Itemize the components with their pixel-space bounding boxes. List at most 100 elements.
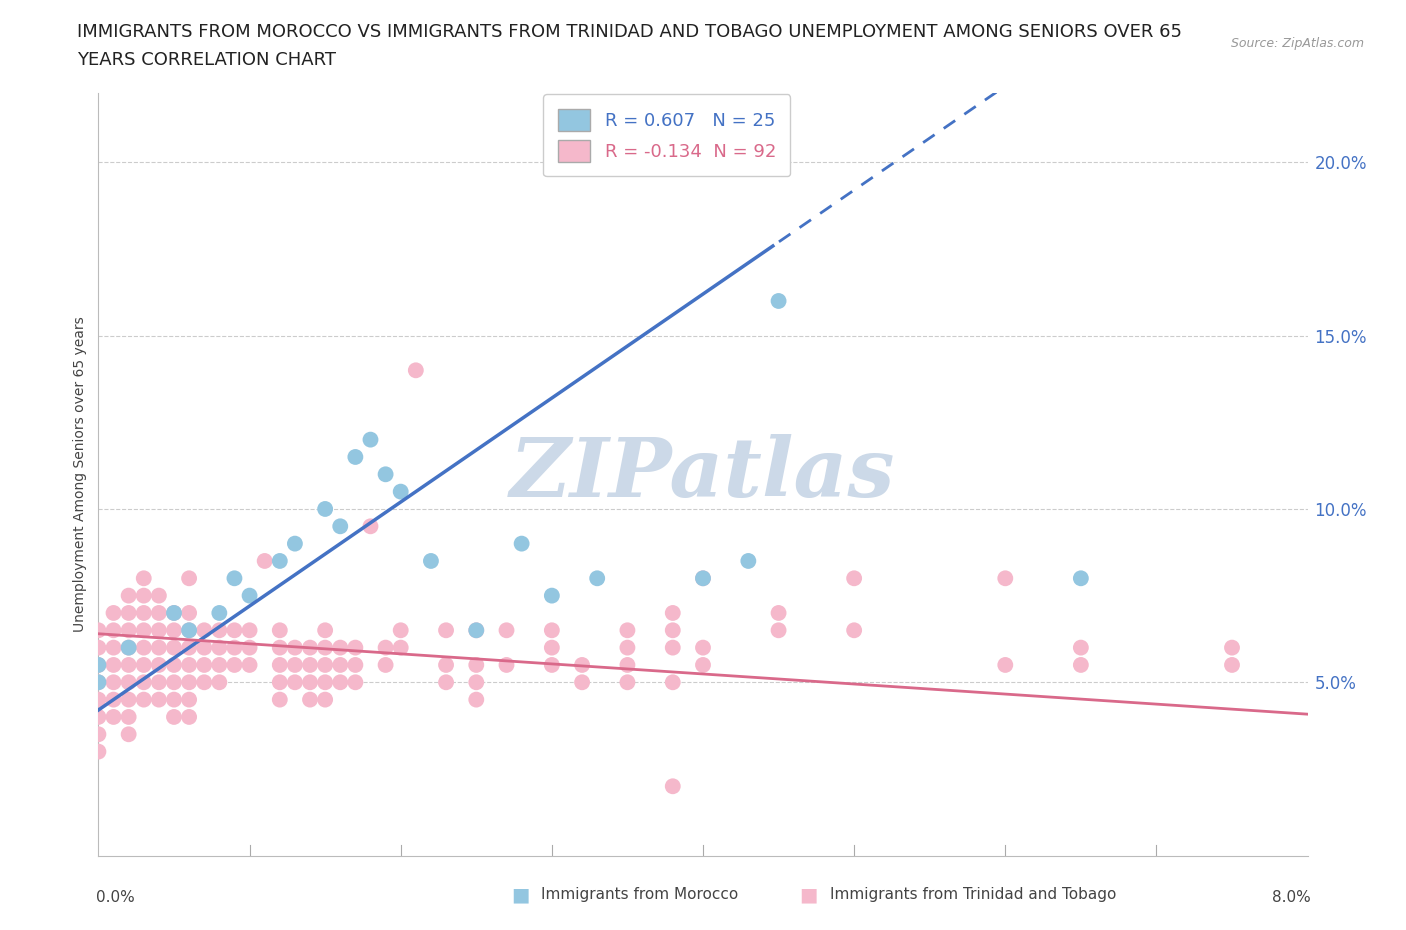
Point bbox=[360, 519, 382, 534]
Point bbox=[179, 640, 201, 655]
Point bbox=[179, 623, 201, 638]
Point bbox=[661, 623, 683, 638]
Point bbox=[994, 658, 1017, 672]
Point bbox=[540, 623, 562, 638]
Point bbox=[132, 623, 155, 638]
Point bbox=[148, 692, 170, 707]
Text: YEARS CORRELATION CHART: YEARS CORRELATION CHART bbox=[77, 51, 336, 69]
Text: 8.0%: 8.0% bbox=[1271, 890, 1310, 905]
Point bbox=[1220, 640, 1243, 655]
Point bbox=[148, 640, 170, 655]
Point bbox=[434, 623, 457, 638]
Point bbox=[314, 675, 336, 690]
Point bbox=[510, 537, 533, 551]
Point bbox=[208, 623, 231, 638]
Point bbox=[163, 605, 186, 620]
Point bbox=[103, 623, 125, 638]
Point bbox=[586, 571, 609, 586]
Point bbox=[344, 449, 367, 464]
Point bbox=[434, 658, 457, 672]
Point bbox=[329, 640, 352, 655]
Point bbox=[103, 692, 125, 707]
Point bbox=[87, 675, 110, 690]
Point bbox=[661, 675, 683, 690]
Point bbox=[239, 588, 262, 603]
Point bbox=[132, 658, 155, 672]
Point bbox=[239, 640, 262, 655]
Point bbox=[163, 710, 186, 724]
Point bbox=[844, 571, 866, 586]
Point bbox=[844, 623, 866, 638]
Point bbox=[163, 692, 186, 707]
Point bbox=[329, 658, 352, 672]
Point bbox=[118, 692, 141, 707]
Point bbox=[269, 623, 291, 638]
Point bbox=[616, 623, 638, 638]
Point bbox=[374, 640, 396, 655]
Point bbox=[661, 778, 683, 793]
Point bbox=[224, 640, 246, 655]
Point bbox=[253, 553, 276, 568]
Point bbox=[179, 658, 201, 672]
Point bbox=[540, 658, 562, 672]
Point bbox=[616, 658, 638, 672]
Point bbox=[163, 675, 186, 690]
Point bbox=[148, 605, 170, 620]
Point bbox=[420, 553, 443, 568]
Point bbox=[571, 675, 593, 690]
Point bbox=[118, 727, 141, 742]
Point bbox=[87, 623, 110, 638]
Point bbox=[299, 692, 322, 707]
Point bbox=[87, 675, 110, 690]
Text: Immigrants from Morocco: Immigrants from Morocco bbox=[541, 887, 738, 902]
Point bbox=[405, 363, 427, 378]
Point bbox=[495, 623, 517, 638]
Point bbox=[768, 294, 790, 309]
Point bbox=[616, 675, 638, 690]
Point bbox=[118, 710, 141, 724]
Point bbox=[994, 571, 1017, 586]
Point bbox=[329, 519, 352, 534]
Point bbox=[1220, 658, 1243, 672]
Point bbox=[224, 623, 246, 638]
Text: ZIPatlas: ZIPatlas bbox=[510, 434, 896, 514]
Text: Immigrants from Trinidad and Tobago: Immigrants from Trinidad and Tobago bbox=[830, 887, 1116, 902]
Point bbox=[208, 640, 231, 655]
Point bbox=[193, 640, 215, 655]
Point bbox=[284, 658, 307, 672]
Point bbox=[87, 640, 110, 655]
Point bbox=[344, 640, 367, 655]
Point bbox=[465, 623, 488, 638]
Point bbox=[148, 675, 170, 690]
Point bbox=[179, 692, 201, 707]
Point bbox=[193, 658, 215, 672]
Point bbox=[132, 588, 155, 603]
Point bbox=[193, 675, 215, 690]
Point bbox=[768, 605, 790, 620]
Point bbox=[314, 692, 336, 707]
Point bbox=[179, 605, 201, 620]
Point bbox=[179, 623, 201, 638]
Point bbox=[314, 658, 336, 672]
Point bbox=[118, 640, 141, 655]
Point bbox=[163, 640, 186, 655]
Point bbox=[224, 571, 246, 586]
Point bbox=[239, 623, 262, 638]
Point bbox=[284, 640, 307, 655]
Point bbox=[374, 467, 396, 482]
Point bbox=[661, 640, 683, 655]
Point bbox=[224, 658, 246, 672]
Point bbox=[661, 605, 683, 620]
Point bbox=[208, 605, 231, 620]
Point bbox=[465, 623, 488, 638]
Point bbox=[148, 623, 170, 638]
Point bbox=[314, 640, 336, 655]
Point bbox=[132, 571, 155, 586]
Point bbox=[132, 605, 155, 620]
Point bbox=[179, 675, 201, 690]
Point bbox=[87, 710, 110, 724]
Point bbox=[118, 588, 141, 603]
Point bbox=[132, 692, 155, 707]
Point bbox=[344, 675, 367, 690]
Point bbox=[118, 675, 141, 690]
